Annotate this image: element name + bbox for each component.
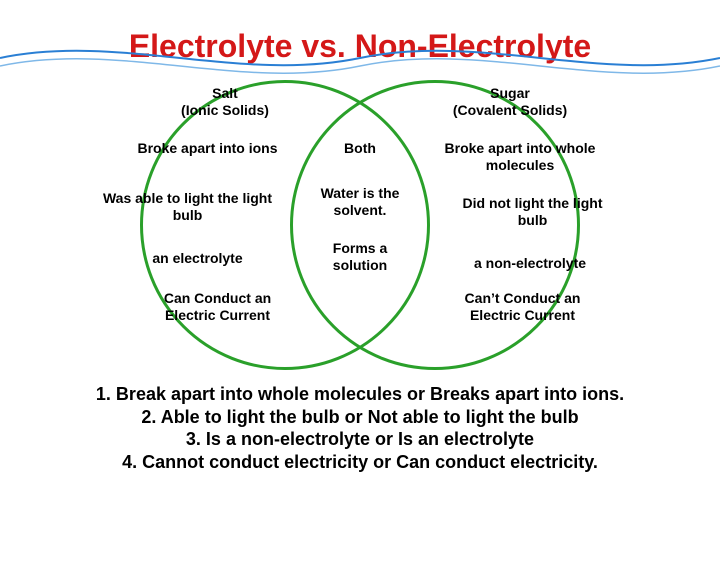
venn-diagram: Salt (Ionic Solids) Broke apart into ion… [60, 75, 660, 375]
page-title: Electrolyte vs. Non-Electrolyte [0, 28, 720, 65]
right-item-2: a non-electrolyte [455, 255, 605, 272]
right-item-0: Broke apart into whole molecules [440, 140, 600, 174]
right-item-1: Did not light the light bulb [450, 195, 615, 229]
center-item-1: Forms a solution [315, 240, 405, 274]
bottom-line-2: 3. Is a non-electrolyte or Is an electro… [0, 428, 720, 451]
left-item-0: Broke apart into ions [130, 140, 285, 157]
bottom-line-0: 1. Break apart into whole molecules or B… [0, 383, 720, 406]
bottom-questions: 1. Break apart into whole molecules or B… [0, 383, 720, 473]
center-heading: Both [315, 140, 405, 157]
center-item-0: Water is the solvent. [310, 185, 410, 219]
left-heading: Salt (Ionic Solids) [145, 85, 305, 119]
right-item-3: Can’t Conduct an Electric Current [440, 290, 605, 324]
left-item-2: an electrolyte [125, 250, 270, 267]
bottom-line-1: 2. Able to light the bulb or Not able to… [0, 406, 720, 429]
right-heading: Sugar (Covalent Solids) [425, 85, 595, 119]
left-item-3: Can Conduct an Electric Current [140, 290, 295, 324]
left-item-1: Was able to light the light bulb [100, 190, 275, 224]
bottom-line-3: 4. Cannot conduct electricity or Can con… [0, 451, 720, 474]
